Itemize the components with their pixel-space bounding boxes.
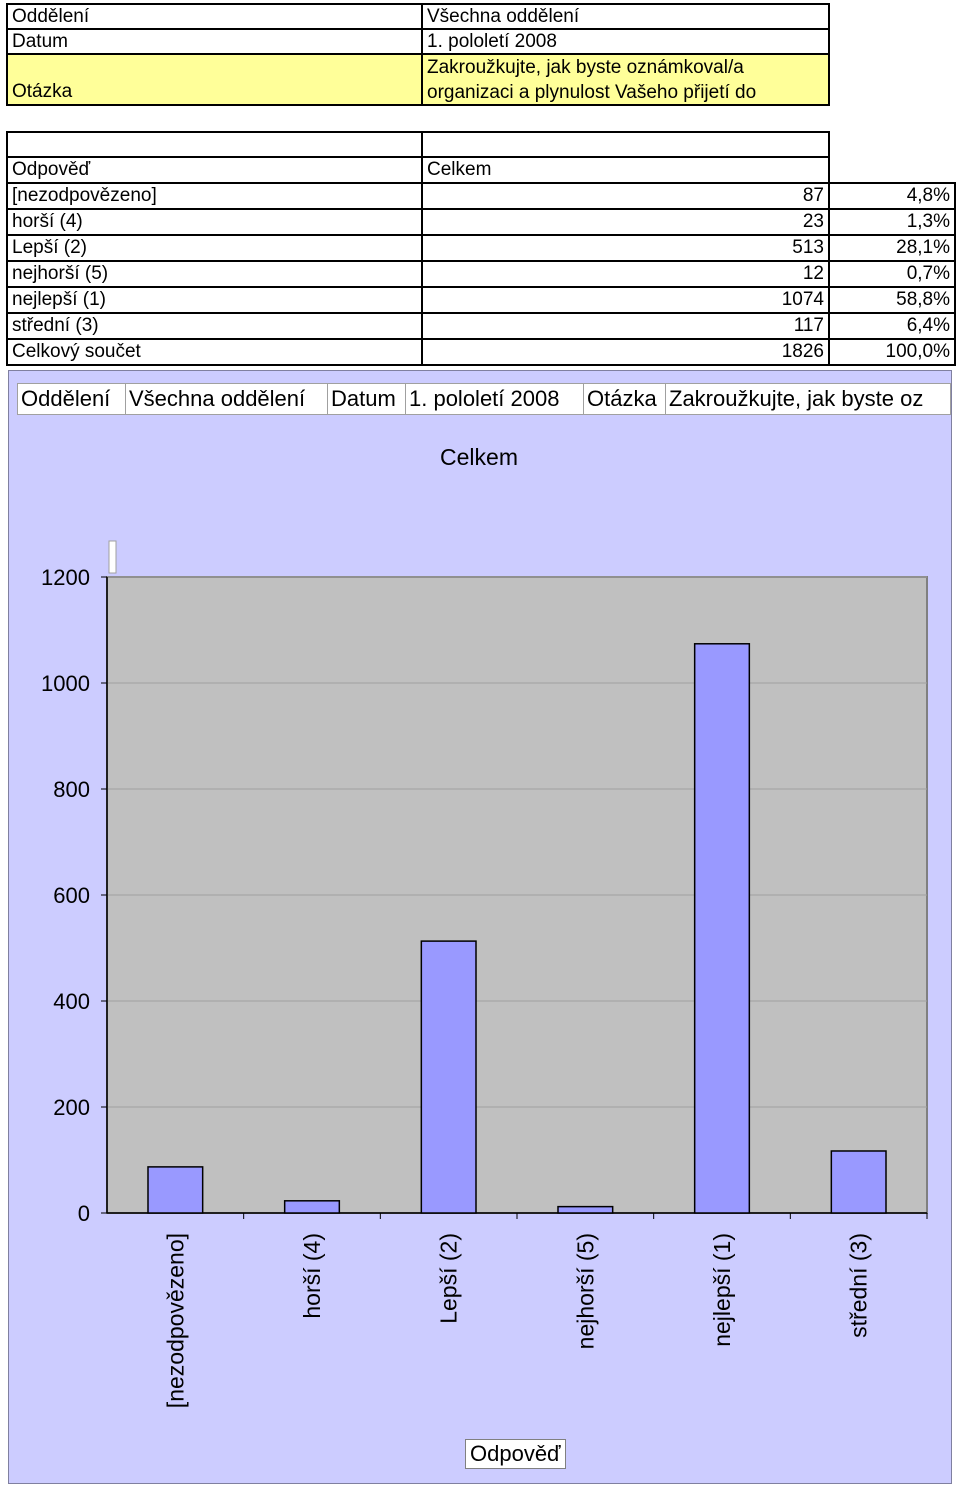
- answer-header: Odpověď: [6, 156, 423, 184]
- table-row-label: Lepší (2): [6, 234, 423, 262]
- bar-chart: Celkem 0 200 400 600 800 1000 1200 [nezodpovězen…: [41, 444, 928, 1408]
- total-row-percent: 100,0%: [828, 338, 956, 366]
- question-label: Otázka: [6, 53, 423, 106]
- chart-area: Oddělení Všechna oddělení Datum 1. pololetí…: [8, 370, 952, 1484]
- x-tick-label: nejlepší (1): [709, 1233, 735, 1347]
- chart-filter-box: Zakroužkujte, jak byste oz: [665, 383, 951, 415]
- table-row-count: 87: [421, 182, 830, 210]
- table-row-label: [nezodpovězeno]: [6, 182, 423, 210]
- table-row-count: 117: [421, 312, 830, 340]
- table-row-count: 513: [421, 234, 830, 262]
- x-tick-label: Lepší (2): [436, 1233, 462, 1324]
- bar: [147, 1166, 204, 1214]
- date-value: 1. pololetí 2008: [421, 28, 830, 55]
- table-row-percent: 58,8%: [828, 286, 956, 314]
- table-row-percent: 1,3%: [828, 208, 956, 236]
- table-row-count: 23: [421, 208, 830, 236]
- plot-marker: [108, 540, 117, 574]
- table-row-label: horší (4): [6, 208, 423, 236]
- y-tick-label: 0: [78, 1201, 90, 1226]
- x-tick-label: [nezodpovězeno]: [162, 1233, 188, 1408]
- date-label: Datum: [6, 28, 423, 55]
- bar: [693, 643, 751, 1214]
- table-row-percent: 6,4%: [828, 312, 956, 340]
- y-tick-label: 800: [53, 777, 90, 802]
- y-tick-label: 400: [53, 989, 90, 1014]
- bar: [283, 1200, 341, 1214]
- question-label-text: Otázka: [12, 81, 73, 102]
- x-axis-title: Odpověď: [465, 1439, 566, 1469]
- table-row-label: střední (3): [6, 312, 423, 340]
- x-tick-label: střední (3): [846, 1233, 872, 1338]
- bar: [830, 1150, 887, 1214]
- table-blank-left: [6, 131, 423, 158]
- y-tick-label: 1000: [41, 671, 90, 696]
- y-tick-label: 1200: [41, 565, 90, 590]
- y-tick-label: 200: [53, 1095, 90, 1120]
- table-row-count: 12: [421, 260, 830, 288]
- x-tick-label: horší (4): [299, 1233, 325, 1319]
- table-row-count: 1074: [421, 286, 830, 314]
- bar: [420, 940, 477, 1214]
- table-row-percent: 0,7%: [828, 260, 956, 288]
- total-row-count: 1826: [421, 338, 830, 366]
- x-tick-label: nejhorší (5): [572, 1233, 598, 1349]
- question-line-2: organizaci a plynulost Vašeho přijetí do: [427, 82, 757, 103]
- chart-filter-box: Všechna oddělení: [125, 383, 329, 415]
- chart-filter-box: Datum: [327, 383, 407, 415]
- question-line-1: Zakroužkujte, jak byste oznámkoval/a: [427, 57, 744, 78]
- chart-filter-box: Oddělení: [17, 383, 127, 415]
- total-header: Celkem: [421, 156, 830, 184]
- chart-filter-box: Otázka: [583, 383, 667, 415]
- table-row-percent: 4,8%: [828, 182, 956, 210]
- bar: [557, 1205, 614, 1214]
- table-row-label: nejlepší (1): [6, 286, 423, 314]
- total-row-label: Celkový součet: [6, 338, 423, 366]
- table-row-label: nejhorší (5): [6, 260, 423, 288]
- chart-title: Celkem: [440, 444, 518, 470]
- table-row-percent: 28,1%: [828, 234, 956, 262]
- department-label: Oddělení: [6, 3, 423, 30]
- y-tick-label: 600: [53, 883, 90, 908]
- chart-filter-box: 1. pololetí 2008: [405, 383, 585, 415]
- table-blank-right: [421, 131, 830, 158]
- department-value: Všechna oddělení: [421, 3, 830, 30]
- question-value: Zakroužkujte, jak byste oznámkoval/a org…: [421, 53, 830, 106]
